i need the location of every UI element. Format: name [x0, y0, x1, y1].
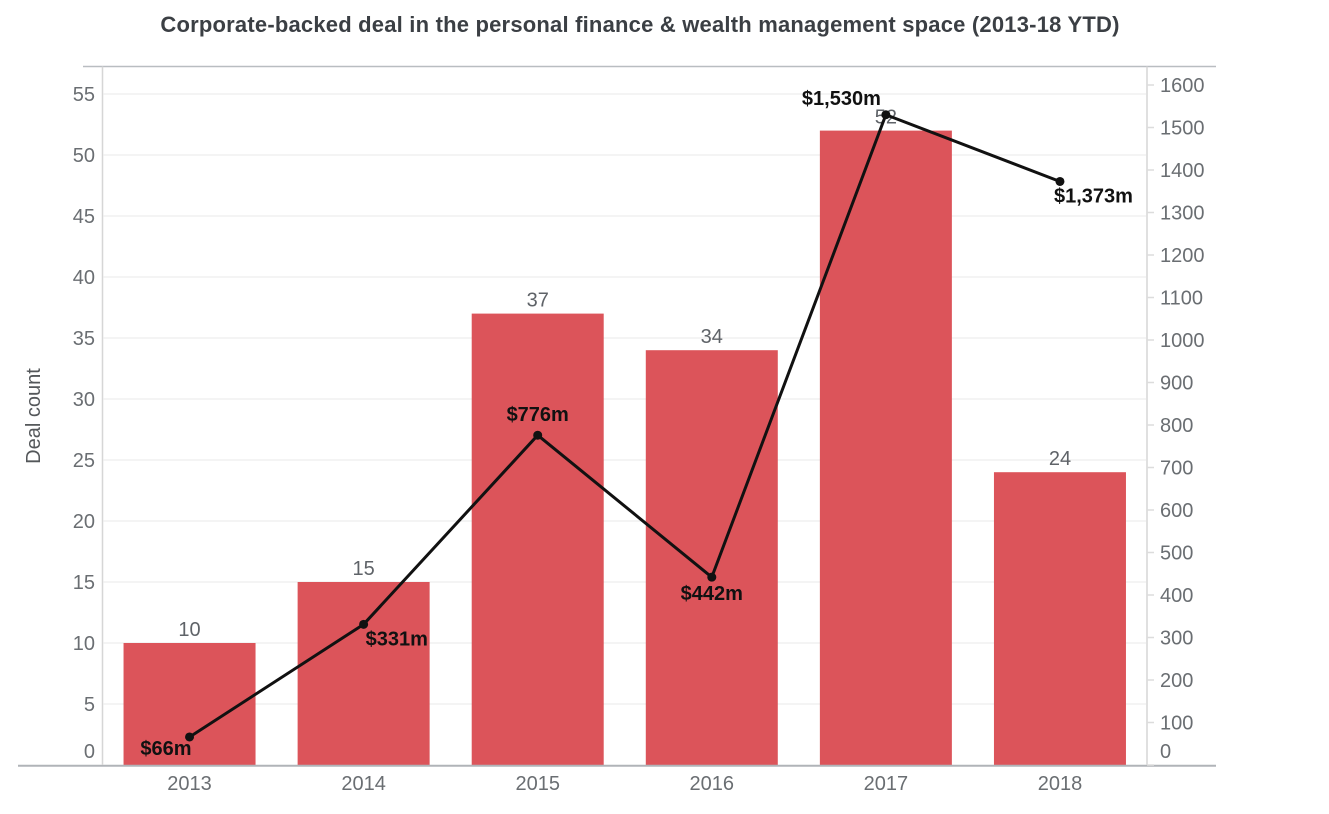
x-tick-label-2016: 2016 [690, 773, 735, 795]
x-tick-label-2017: 2017 [864, 773, 909, 795]
line-marker-2018[interactable] [1055, 176, 1065, 186]
right-tick-label-100: 100 [1160, 713, 1193, 735]
right-tick-label-1500: 1500 [1160, 118, 1205, 140]
left-tick-label-15: 15 [73, 572, 95, 594]
right-tick-label-0: 0 [1160, 741, 1171, 763]
line-marker-2014[interactable] [359, 619, 369, 629]
x-tick-label-2015: 2015 [515, 773, 560, 795]
bar-2015[interactable] [471, 313, 604, 765]
left-tick-label-30: 30 [73, 389, 95, 411]
line-value-label-2013: $66m [140, 738, 191, 760]
left-tick-label-20: 20 [73, 511, 95, 533]
bar-label-2013: 10 [178, 619, 200, 641]
right-tick-label-1000: 1000 [1160, 330, 1205, 352]
bar-label-2015: 37 [527, 290, 549, 312]
line-marker-2016[interactable] [707, 572, 717, 582]
right-tick-label-1400: 1400 [1160, 160, 1205, 182]
x-tick-label-2014: 2014 [341, 773, 386, 795]
line-value-label-2014: $331m [366, 628, 428, 650]
line-marker-2015[interactable] [533, 430, 543, 440]
left-tick-label-45: 45 [73, 206, 95, 228]
line-marker-2013[interactable] [185, 732, 195, 742]
bar-2013[interactable] [123, 643, 256, 765]
bar-2016[interactable] [645, 350, 778, 765]
bar-label-2016: 34 [701, 326, 723, 348]
bar-label-2018: 24 [1049, 448, 1071, 470]
bar-2017[interactable] [819, 130, 952, 766]
right-tick-label-700: 700 [1160, 458, 1193, 480]
funding-line [188, 113, 1061, 739]
x-tick-label-2013: 2013 [167, 773, 212, 795]
left-axis-title: Deal count [23, 368, 45, 464]
left-tick-label-10: 10 [73, 633, 95, 655]
line-marker-2017[interactable] [881, 110, 891, 120]
right-tick-label-900: 900 [1160, 373, 1193, 395]
right-tick-label-300: 300 [1160, 628, 1193, 650]
chart-title: Corporate-backed deal in the personal fi… [160, 12, 1120, 37]
bar-2018[interactable] [993, 472, 1126, 765]
left-tick-label-55: 55 [73, 84, 95, 106]
x-tick-label-2018: 2018 [1038, 773, 1083, 795]
left-tick-label-5: 5 [84, 694, 95, 716]
right-tick-label-600: 600 [1160, 500, 1193, 522]
line-value-label-2016: $442m [681, 583, 743, 605]
line-value-label-2015: $776m [507, 404, 569, 426]
left-tick-label-40: 40 [73, 267, 95, 289]
line-value-label-2018: $1,373m [1054, 185, 1133, 207]
right-tick-label-1300: 1300 [1160, 203, 1205, 225]
bar-label-2014: 15 [353, 558, 375, 580]
right-tick-label-1600: 1600 [1160, 75, 1205, 97]
right-tick-label-200: 200 [1160, 670, 1193, 692]
left-tick-label-35: 35 [73, 328, 95, 350]
right-tick-label-1100: 1100 [1160, 288, 1203, 310]
right-tick-label-500: 500 [1160, 543, 1193, 565]
bar-2014[interactable] [297, 582, 430, 765]
right-tick-label-1200: 1200 [1160, 245, 1205, 267]
right-tick-label-400: 400 [1160, 585, 1193, 607]
line-value-label-2017: $1,530m [802, 88, 881, 110]
left-tick-label-50: 50 [73, 145, 95, 167]
left-tick-label-25: 25 [73, 450, 95, 472]
left-tick-label-0: 0 [84, 741, 95, 763]
right-tick-label-800: 800 [1160, 415, 1193, 437]
